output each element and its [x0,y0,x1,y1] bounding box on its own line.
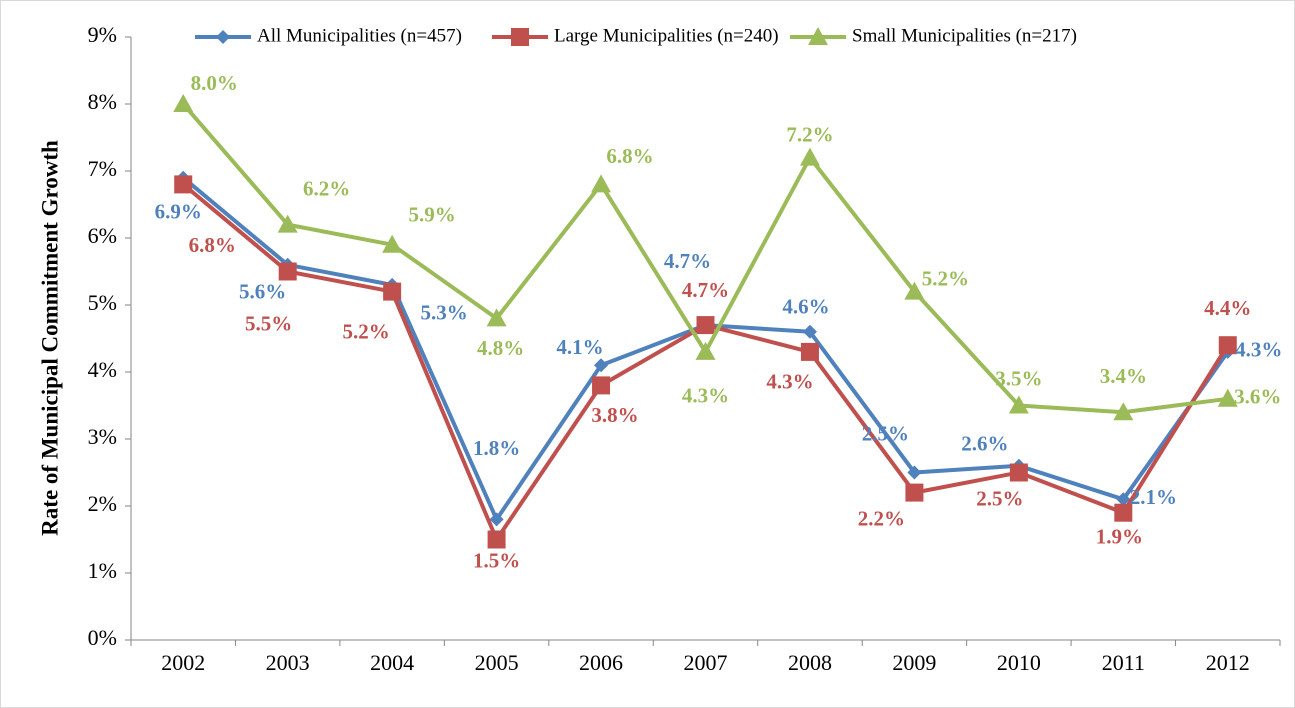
data-label: 7.2% [786,122,833,146]
x-tick-label: 2007 [684,650,728,675]
data-label: 3.8% [591,403,638,427]
data-label: 3.5% [995,366,1042,390]
data-label: 6.8% [606,144,653,168]
data-point [487,530,506,549]
data-label: 5.2% [343,319,390,343]
x-tick-label: 2011 [1102,650,1145,675]
y-tick-label: 9% [88,22,117,47]
legend-label: Large Municipalities (n=240) [554,25,779,46]
data-label: 4.4% [1204,296,1251,320]
x-tick-label: 2009 [892,650,936,675]
y-tick-label: 0% [88,625,117,650]
y-tick-label: 3% [88,424,117,449]
legend-marker [808,27,828,45]
data-point [174,175,193,194]
data-point [489,512,504,527]
data-label: 3.6% [1234,385,1281,409]
data-point [383,282,402,301]
data-point [802,324,817,339]
data-point [1218,336,1237,355]
data-label: 6.2% [303,176,350,200]
legend-label: Small Municipalities (n=217) [852,25,1077,46]
data-label: 1.8% [473,436,520,460]
x-tick-label: 2004 [370,650,414,675]
data-label: 4.1% [556,335,603,359]
data-point [382,234,403,253]
legend-label: All Municipalities (n=457) [257,25,462,46]
data-point [907,465,922,480]
y-tick-label: 4% [88,357,117,382]
data-point [1217,388,1238,407]
data-label: 4.7% [664,249,711,273]
data-label: 1.5% [473,548,520,572]
data-point [1116,492,1131,507]
x-tick-label: 2002 [161,650,205,675]
data-point [905,483,924,502]
data-label: 3.4% [1100,364,1147,388]
data-label: 5.9% [409,203,456,227]
legend-marker [216,30,230,44]
data-label: 2.2% [858,506,905,530]
data-point [1113,402,1134,421]
y-tick-label: 2% [88,491,117,516]
data-point [1114,503,1133,522]
data-label: 2.5% [862,421,909,445]
x-tick-label: 2003 [266,650,310,675]
data-point [695,341,716,360]
data-label: 5.6% [239,280,286,304]
y-axis-title: Rate of Municipal Commitment Growth [37,140,62,536]
data-point [486,308,507,327]
data-point [592,376,611,395]
x-tick-label: 2006 [579,650,623,675]
data-point [696,316,715,335]
data-label: 5.5% [245,311,292,335]
data-point [278,262,297,281]
data-label: 4.3% [682,384,729,408]
data-label: 1.9% [1096,525,1143,549]
data-label: 5.3% [421,301,468,325]
data-label: 4.8% [477,336,524,360]
data-label: 2.5% [976,486,1023,510]
y-tick-label: 7% [88,156,117,181]
x-tick-label: 2008 [788,650,832,675]
data-label: 8.0% [191,71,238,95]
x-tick-label: 2005 [475,650,519,675]
data-point [1009,463,1028,482]
x-tick-label: 2012 [1206,650,1250,675]
data-point [173,94,194,112]
data-label: 4.3% [766,370,813,394]
y-tick-label: 6% [88,223,117,248]
data-label: 4.3% [1235,338,1282,362]
data-label: 4.6% [782,295,829,319]
data-label: 2.6% [961,432,1008,456]
data-point [591,174,612,193]
data-label: 6.8% [189,233,236,257]
legend-marker [511,28,529,46]
data-point [1008,395,1029,414]
data-label: 4.7% [682,278,729,302]
data-point [799,147,820,166]
data-label: 5.2% [922,266,969,290]
data-point [277,214,298,233]
data-point [594,358,609,373]
data-label: 2.1% [1130,485,1177,509]
y-tick-label: 5% [88,290,117,315]
data-point [904,281,925,300]
data-point [800,342,819,361]
x-tick-label: 2010 [997,650,1041,675]
data-label: 6.9% [155,200,202,224]
y-tick-label: 1% [88,558,117,583]
y-tick-label: 8% [88,89,117,114]
